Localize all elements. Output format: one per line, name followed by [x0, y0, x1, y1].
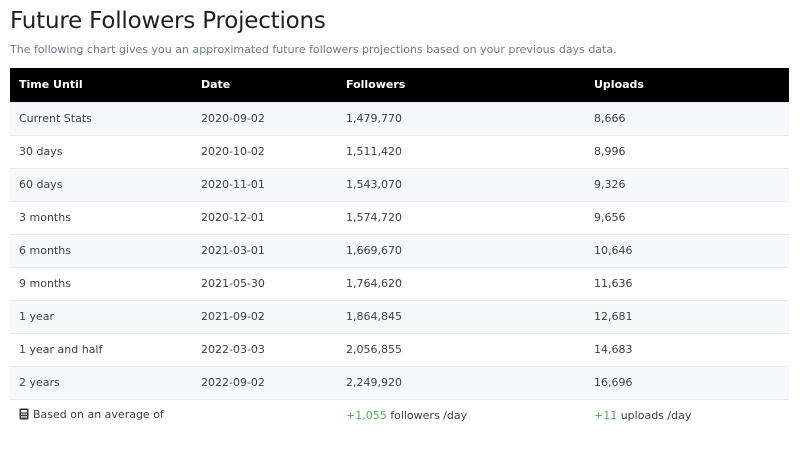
cell-time-until: 2 years: [10, 365, 192, 399]
cell-date: 2020-11-01: [192, 167, 337, 201]
table-footer: Based on an average of +1,055 followers …: [10, 398, 789, 431]
table-row: 2 years 2022-09-02 2,249,920 16,696: [10, 365, 789, 399]
cell-time-until: 9 months: [10, 266, 192, 300]
table-body: Current Stats 2020-09-02 1,479,770 8,666…: [10, 101, 789, 399]
cell-followers: 1,864,845: [337, 299, 585, 333]
cell-time-until: 60 days: [10, 167, 192, 201]
table-row: 1 year and half 2022-03-03 2,056,855 14,…: [10, 332, 789, 366]
cell-time-until: 3 months: [10, 200, 192, 234]
calculator-icon: [19, 408, 29, 423]
projections-table: Time Until Date Followers Uploads Curren…: [10, 68, 789, 431]
cell-uploads: 12,681: [585, 299, 789, 333]
average-followers-cell: +1,055 followers /day: [337, 398, 585, 431]
column-header-uploads: Uploads: [594, 78, 644, 92]
cell-uploads: 9,326: [585, 167, 789, 201]
column-header-followers: Followers: [346, 78, 406, 92]
cell-date: 2020-12-01: [192, 200, 337, 234]
uploads-per-day-unit: uploads /day: [617, 408, 692, 422]
cell-uploads: 10,646: [585, 233, 789, 267]
uploads-per-day-value: +11: [594, 408, 618, 422]
cell-uploads: 8,996: [585, 134, 789, 168]
cell-date: 2021-05-30: [192, 266, 337, 300]
cell-date: 2022-03-03: [192, 332, 337, 366]
cell-time-until: 1 year and half: [10, 332, 192, 366]
cell-uploads: 14,683: [585, 332, 789, 366]
cell-date: 2020-09-02: [192, 101, 337, 135]
page-title: Future Followers Projections: [10, 8, 326, 34]
cell-followers: 1,574,720: [337, 200, 585, 234]
table-header-row: Time Until Date Followers Uploads: [10, 68, 789, 102]
followers-per-day-unit: followers /day: [386, 408, 468, 422]
average-label-cell: Based on an average of: [10, 398, 192, 431]
average-uploads-cell: +11 uploads /day: [585, 398, 789, 431]
cell-date: 2020-10-02: [192, 134, 337, 168]
cell-followers: 2,249,920: [337, 365, 585, 399]
cell-followers: 1,669,670: [337, 233, 585, 267]
table-row: Current Stats 2020-09-02 1,479,770 8,666: [10, 101, 789, 135]
table-row: 60 days 2020-11-01 1,543,070 9,326: [10, 167, 789, 201]
cell-followers: 2,056,855: [337, 332, 585, 366]
average-label: Based on an average of: [33, 407, 164, 421]
cell-time-until: Current Stats: [10, 101, 192, 135]
cell-followers: 1,764,620: [337, 266, 585, 300]
table-row: 3 months 2020-12-01 1,574,720 9,656: [10, 200, 789, 234]
cell-date: 2021-03-01: [192, 233, 337, 267]
table-row: 6 months 2021-03-01 1,669,670 10,646: [10, 233, 789, 267]
table-row: 30 days 2020-10-02 1,511,420 8,996: [10, 134, 789, 168]
column-header-time-until: Time Until: [19, 78, 83, 92]
cell-uploads: 9,656: [585, 200, 789, 234]
table-header: Time Until Date Followers Uploads: [10, 68, 789, 102]
cell-date: 2021-09-02: [192, 299, 337, 333]
cell-uploads: 8,666: [585, 101, 789, 135]
cell-followers: 1,543,070: [337, 167, 585, 201]
cell-followers: 1,479,770: [337, 101, 585, 135]
table-row: 1 year 2021-09-02 1,864,845 12,681: [10, 299, 789, 333]
average-row: Based on an average of +1,055 followers …: [10, 398, 789, 431]
cell-uploads: 11,636: [585, 266, 789, 300]
page-subtitle: The following chart gives you an approxi…: [10, 43, 617, 56]
followers-per-day-value: +1,055: [346, 408, 387, 422]
average-empty-cell: [192, 398, 337, 431]
cell-followers: 1,511,420: [337, 134, 585, 168]
cell-time-until: 1 year: [10, 299, 192, 333]
cell-uploads: 16,696: [585, 365, 789, 399]
column-header-date: Date: [201, 78, 231, 92]
cell-time-until: 30 days: [10, 134, 192, 168]
table-row: 9 months 2021-05-30 1,764,620 11,636: [10, 266, 789, 300]
cell-time-until: 6 months: [10, 233, 192, 267]
cell-date: 2022-09-02: [192, 365, 337, 399]
